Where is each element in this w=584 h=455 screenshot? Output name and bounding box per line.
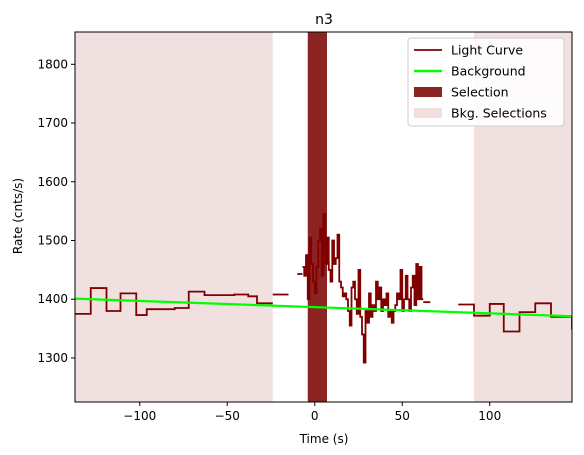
legend-label-bkg_selections: Bkg. Selections [451,106,547,121]
background-layer [75,297,572,318]
light-curve-segment-5 [458,302,572,333]
selection-layer [307,32,327,402]
legend-label-background: Background [451,64,526,79]
x-tick-label: 0 [311,409,319,423]
x-tick-label: −100 [123,409,156,423]
bkg-selection-region-0 [75,32,273,402]
x-axis: −100 −50 0 50 100 [123,402,501,423]
y-tick-label: 1400 [37,292,68,306]
y-tick-label: 1500 [37,233,68,247]
light-curve-segment-0 [75,287,273,316]
background-line [75,297,572,318]
y-tick-label: 1800 [37,57,68,71]
legend-swatch-selection [414,87,442,97]
x-axis-label: Time (s) [299,432,349,446]
y-axis: 1300 1400 1500 1600 1700 1800 [37,57,75,365]
y-tick-label: 1300 [37,351,68,365]
legend: Light Curve Background Selection Bkg. Selec… [407,37,565,127]
plot-frame [74,31,573,403]
x-tick-label: −50 [215,409,240,423]
chart-title: n3 [315,12,333,28]
legend-label-light_curve: Light Curve [451,43,523,58]
x-tick-label: 100 [478,409,501,423]
y-tick-label: 1600 [37,175,68,189]
legend-label-selection: Selection [451,85,509,100]
legend-swatch-bkg_selections [414,108,442,118]
selection-region [307,32,327,402]
y-axis-label: Rate (cnts/s) [11,178,25,254]
legend-box [407,37,565,127]
y-tick-label: 1700 [37,116,68,130]
x-tick-label: 50 [395,409,410,423]
